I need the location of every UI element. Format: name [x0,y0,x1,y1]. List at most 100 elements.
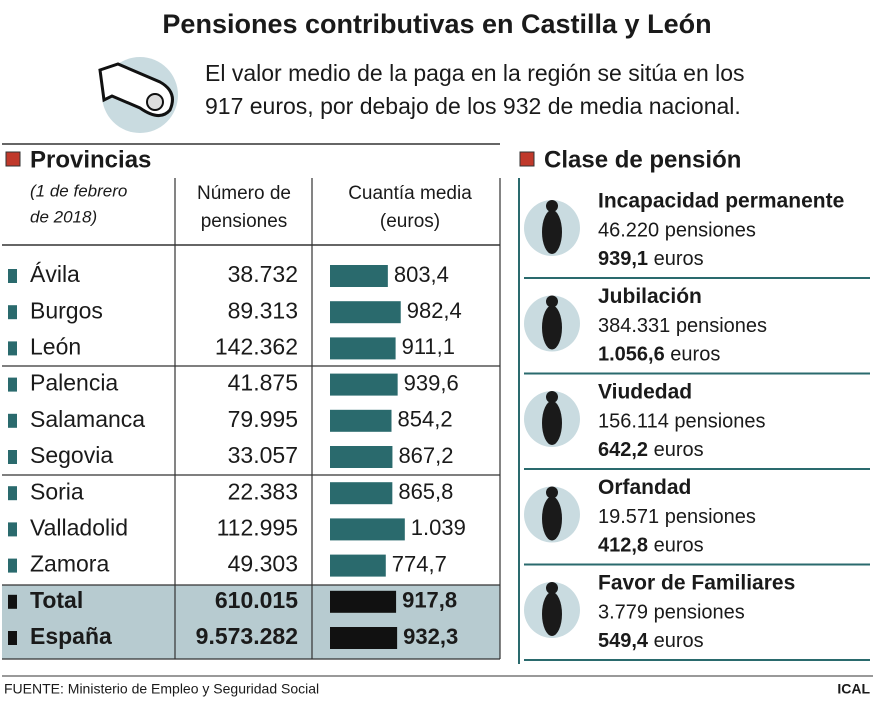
class-amount: 939,1 [598,248,648,270]
pension-count: 142.362 [215,333,298,359]
class-unit: euros [654,439,704,461]
class-unit: euros [654,630,704,652]
class-name: Orfandad [598,476,691,499]
value-label: 1.039 [411,515,466,540]
subtitle-line: 917 euros, por debajo de los 932 de medi… [205,93,741,119]
row-marker [8,631,17,645]
class-amount: 642,2 [598,439,648,461]
class-amount-line: 549,4 euros [598,630,704,652]
class-count: 3.779 pensiones [598,601,745,623]
row-marker [8,594,17,609]
row-marker [8,377,17,392]
row-marker [8,305,17,320]
panel-edge [518,178,520,664]
value-label: 865,8 [398,479,453,504]
pension-count: 38.732 [228,261,298,287]
section-heading: Clase de pensión [544,146,741,173]
value-label: 803,4 [394,262,449,287]
column-header: Cuantía media [348,183,472,204]
value-label: 932,3 [403,624,458,649]
icon [542,592,562,636]
class-amount: 412,8 [598,535,648,557]
value-label: 854,2 [398,407,453,432]
column-header: (euros) [380,211,440,232]
row-marker [8,450,17,464]
bar [330,627,398,649]
class-amount-line: 939,1 euros [598,248,704,270]
row-marker [8,522,17,537]
value-label: 867,2 [398,443,453,468]
category-label: Ávila [30,261,80,287]
credit: ICAL [837,681,870,697]
pension-count: 9.573.282 [196,623,298,649]
pension-count: 79.995 [228,406,298,432]
pension-count: 89.313 [228,297,298,323]
value-label: 774,7 [392,551,447,576]
total-band [2,585,500,659]
category-label: Palencia [30,370,118,396]
pension-count: 112.995 [217,514,298,540]
category-label: Segovia [30,442,113,468]
class-unit: euros [654,248,704,270]
class-amount-line: 412,8 euros [598,535,704,557]
column-header: Número de [197,183,291,204]
pension-count: 49.303 [228,551,298,577]
bar [330,265,388,287]
pension-count: 41.875 [228,370,298,396]
class-amount-line: 642,2 euros [598,439,704,461]
row-marker [8,269,17,283]
value-label: 982,4 [407,298,462,323]
category-label: Total [30,587,83,613]
class-count: 156.114 pensiones [598,410,766,432]
pension-count: 610.015 [215,587,298,613]
class-amount: 549,4 [598,630,649,652]
pension-count: 33.057 [228,442,298,468]
class-count: 384.331 pensiones [598,315,767,337]
subtitle-line: El valor medio de la paga en la región s… [205,60,745,86]
column-header: pensiones [201,211,288,232]
category-label: Zamora [30,551,109,577]
category-label: Valladolid [30,514,128,540]
bar [330,590,397,613]
icon [542,305,562,350]
icon [546,295,558,308]
row-marker [8,558,17,573]
class-amount-line: 1.056,6 euros [598,344,720,366]
category-label: España [30,623,112,649]
category-label: Burgos [30,297,103,323]
icon [542,210,562,254]
date-note: (1 de febrero [30,181,127,200]
date-note: de 2018) [30,207,97,226]
bar [330,482,393,505]
class-name: Jubilación [598,285,702,308]
class-count: 19.571 pensiones [598,506,756,528]
value-label: 911,1 [402,334,455,359]
bar [330,554,386,577]
bar [330,373,398,396]
class-name: Incapacidad permanente [598,190,844,213]
icon [546,200,558,212]
class-unit: euros [654,535,704,557]
bar [330,337,396,360]
icon [542,401,562,445]
heading-marker [5,151,21,167]
class-unit: euros [670,344,720,366]
class-name: Viudedad [598,381,692,404]
category-label: Soria [30,478,84,504]
heading-marker [519,151,535,167]
source: FUENTE: Ministerio de Empleo y Seguridad… [4,681,319,697]
value-label: 939,6 [404,370,459,395]
bar [330,301,401,324]
pension-count: 22.383 [228,478,298,504]
coin-icon [146,93,164,111]
class-amount: 1.056,6 [598,344,665,366]
icon [546,582,558,594]
class-name: Favor de Familiares [598,572,795,595]
title: Pensiones contributivas en Castilla y Le… [162,9,711,39]
icon [546,486,558,499]
value-label: 917,8 [402,588,457,613]
row-marker [8,413,17,428]
row-marker [8,486,17,501]
